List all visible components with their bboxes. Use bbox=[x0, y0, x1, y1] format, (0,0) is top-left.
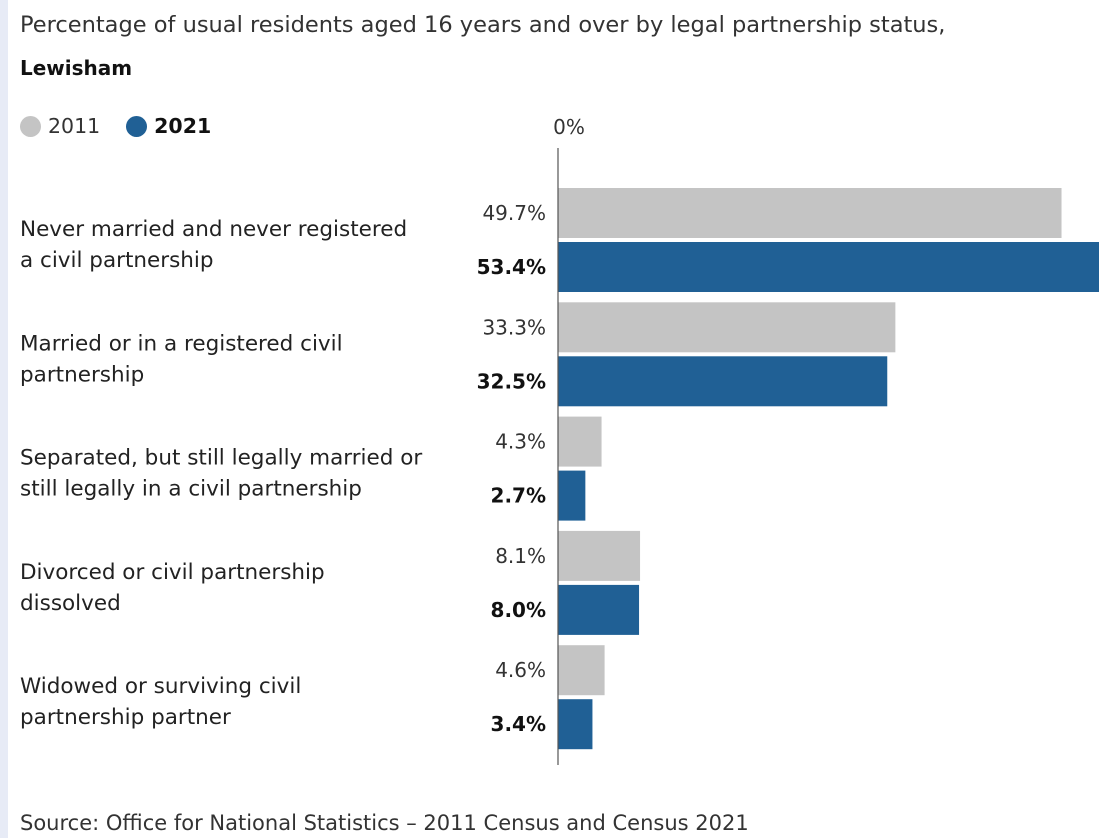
data-label-2011-3: 8.1% bbox=[495, 544, 546, 568]
category-label-3: Divorced or civil partnership dissolved bbox=[20, 560, 325, 616]
legend-item-2011: 2011 bbox=[20, 114, 100, 138]
data-label-2011-4: 4.6% bbox=[495, 658, 546, 682]
chart-title: Percentage of usual residents aged 16 ye… bbox=[20, 12, 946, 38]
source-note: Source: Office for National Statistics –… bbox=[20, 811, 749, 835]
axis-tick-label-0: 0% bbox=[553, 115, 585, 139]
data-label-2011-0: 49.7% bbox=[482, 201, 546, 225]
data-label-2021-2: 2.7% bbox=[491, 484, 546, 508]
legend: 2011 2021 bbox=[20, 114, 237, 138]
bar-2011-4 bbox=[558, 645, 605, 696]
data-label-2011-2: 4.3% bbox=[495, 430, 546, 454]
category-label-4: Widowed or surviving civil partnership pa… bbox=[20, 674, 301, 730]
category-label-1: Married or in a registered civil partners… bbox=[20, 331, 343, 387]
bar-2021-3 bbox=[558, 584, 640, 635]
left-accent-bar bbox=[0, 0, 8, 838]
bar-2021-2 bbox=[558, 470, 586, 521]
legend-label-2021: 2021 bbox=[154, 114, 212, 138]
bar-2021-0 bbox=[558, 242, 1099, 292]
bar-2011-1 bbox=[558, 302, 896, 353]
data-label-2021-1: 32.5% bbox=[477, 369, 546, 393]
bar-2021-4 bbox=[558, 699, 593, 750]
legend-label-2011: 2011 bbox=[48, 114, 101, 138]
bar-2011-3 bbox=[558, 530, 641, 581]
bar-2021-1 bbox=[558, 356, 888, 407]
data-label-2021-4: 3.4% bbox=[491, 712, 546, 736]
legend-item-2021: 2021 bbox=[126, 114, 211, 138]
bar-2011-2 bbox=[558, 416, 602, 467]
chart-subtitle: Lewisham bbox=[20, 56, 133, 80]
data-label-2021-3: 8.0% bbox=[491, 598, 546, 622]
legend-swatch-2011 bbox=[20, 115, 41, 137]
data-label-2011-1: 33.3% bbox=[482, 315, 546, 339]
legend-swatch-2021 bbox=[126, 115, 148, 137]
category-label-0: Never married and never registered a civi… bbox=[20, 217, 407, 273]
bar-2011-0 bbox=[558, 188, 1062, 238]
category-label-2: Separated, but still legally married or s… bbox=[20, 446, 422, 502]
data-label-2021-0: 53.4% bbox=[477, 255, 546, 279]
